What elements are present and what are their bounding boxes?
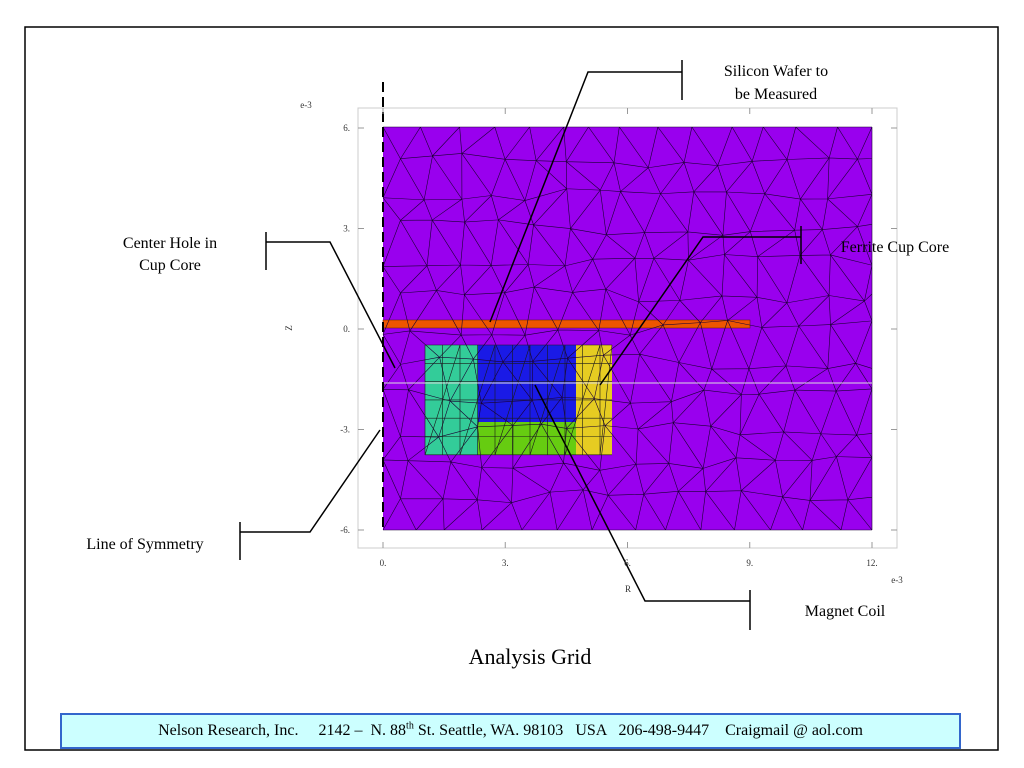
axis-label: Z [284, 325, 294, 331]
r-tick-label: 9. [746, 558, 753, 568]
company: Nelson Research, Inc. [158, 722, 299, 739]
z-tick-label: 0. [343, 324, 350, 334]
callout-leader [489, 71, 682, 323]
callout-text: Ferrite Cup Core [841, 239, 949, 256]
slide-border [24, 26, 999, 751]
r-tick-label: 0. [380, 558, 387, 568]
silicon-wafer [382, 319, 751, 329]
mesh-lines [382, 126, 873, 531]
z-tick-label: 3. [343, 224, 350, 234]
ordinal: th [406, 720, 414, 732]
callout-text: Center Hole in [123, 235, 217, 252]
country: USA [575, 722, 607, 739]
address: St. Seattle, WA. 98103 [417, 722, 564, 739]
callout-text: Cup Core [139, 257, 201, 274]
callout-leader [599, 236, 801, 386]
r-tick-label: 3. [502, 558, 509, 568]
email: Craigmail @ aol.com [725, 722, 863, 739]
caption: Analysis Grid [469, 644, 592, 669]
z-tick-label: -3. [340, 425, 350, 435]
mesh-lines [424, 344, 613, 456]
r-tick-label: 6. [624, 558, 631, 568]
z-tick-label: -6. [340, 525, 350, 535]
callout-lines [239, 60, 802, 630]
address: 2142 – N. 88 [318, 722, 407, 739]
callout-leader [534, 384, 750, 602]
air-region [383, 127, 872, 530]
r-tick-label: 12. [866, 558, 877, 568]
callout-leader [266, 241, 396, 369]
axis-label: R [625, 584, 631, 594]
callout-text: Line of Symmetry [86, 536, 203, 553]
callout-text: Silicon Wafer to [724, 63, 828, 80]
callout-text: Magnet Coil [805, 603, 886, 620]
axis-exponent: e-3 [891, 575, 903, 585]
cup-core-base [478, 422, 576, 455]
axis-exponent: e-3 [300, 100, 312, 110]
phone: 206-498-9447 [618, 722, 710, 739]
z-tick-label: 6. [343, 123, 350, 133]
callout-leader [240, 429, 381, 533]
callout-text: be Measured [735, 86, 817, 103]
mesh [382, 126, 873, 531]
footer: Nelson Research, Inc. 2142 – N. 88th St.… [60, 713, 961, 749]
